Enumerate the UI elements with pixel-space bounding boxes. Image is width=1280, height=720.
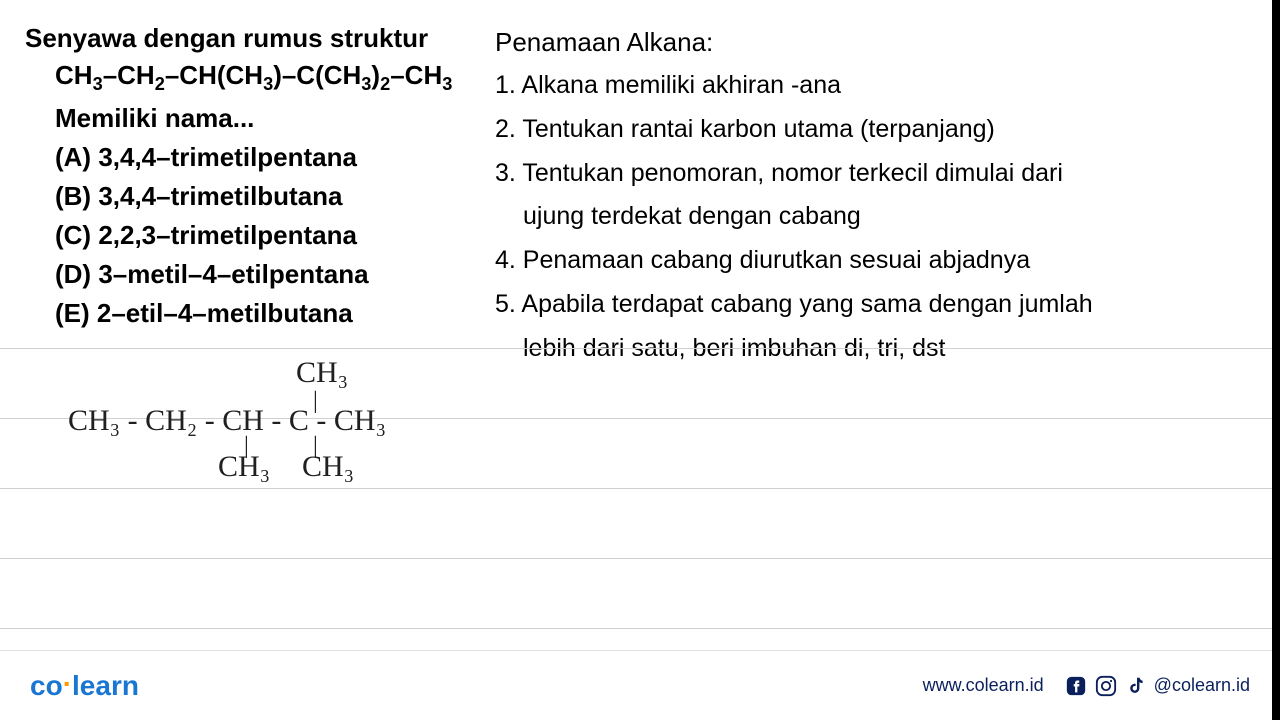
handwritten-segment-0: CH₃ [296, 356, 348, 390]
website-url: www.colearn.id [923, 675, 1044, 696]
option-c: (C) 2,2,3–trimetilpentana [25, 216, 485, 255]
rule-line-2: 3. Tentukan penomoran, nomor terkecil di… [495, 152, 1255, 196]
option-e: (E) 2–etil–4–metilbutana [25, 294, 485, 333]
chemical-formula: CH3–CH2–CH(CH3)–C(CH3)2–CH3 [25, 56, 485, 98]
tiktok-icon [1124, 674, 1148, 698]
rule-line-0: 1. Alkana memiliki akhiran -ana [495, 64, 1255, 108]
instagram-icon [1094, 674, 1118, 698]
rule-line-5: 5. Apabila terdapat cabang yang sama den… [495, 283, 1255, 327]
handwritten-segment-5: CH₃ [218, 450, 270, 484]
ruled-line [0, 488, 1280, 489]
logo-dot: · [63, 668, 72, 699]
question-column: Senyawa dengan rumus struktur CH3–CH2–CH… [25, 20, 495, 370]
footer-right: www.colearn.id @colearn.id [923, 674, 1250, 698]
ruled-line [0, 558, 1280, 559]
rule-line-3: ujung terdekat dengan cabang [495, 195, 1255, 239]
ruled-line [0, 628, 1280, 629]
footer: co·learn www.colearn.id @colearn.id [0, 650, 1280, 720]
option-a: (A) 3,4,4–trimetilpentana [25, 138, 485, 177]
question-title: Senyawa dengan rumus struktur [25, 20, 485, 56]
rule-line-1: 2. Tentukan rantai karbon utama (terpanj… [495, 108, 1255, 152]
rules-title: Penamaan Alkana: [495, 20, 1255, 64]
question-subtitle: Memiliki nama... [25, 99, 485, 138]
logo-co: co [30, 670, 63, 701]
facebook-icon [1064, 674, 1088, 698]
handwritten-segment-6: CH₃ [302, 450, 354, 484]
rules-column: Penamaan Alkana: 1. Alkana memiliki akhi… [495, 20, 1255, 370]
logo-learn: learn [72, 670, 139, 701]
ruled-line [0, 348, 1280, 349]
right-edge-bar [1272, 0, 1280, 720]
handwritten-segment-2: CH₃ - CH₂ - CH - C - CH₃ [68, 404, 386, 438]
social-icons: @colearn.id [1064, 674, 1250, 698]
option-b: (B) 3,4,4–trimetilbutana [25, 177, 485, 216]
handwriting-area: CH₃|CH₃ - CH₂ - CH - C - CH₃||CH₃CH₃ [0, 340, 1280, 620]
option-d: (D) 3–metil–4–etilpentana [25, 255, 485, 294]
rule-line-4: 4. Penamaan cabang diurutkan sesuai abja… [495, 239, 1255, 283]
social-handle: @colearn.id [1154, 675, 1250, 696]
logo: co·learn [30, 670, 139, 702]
